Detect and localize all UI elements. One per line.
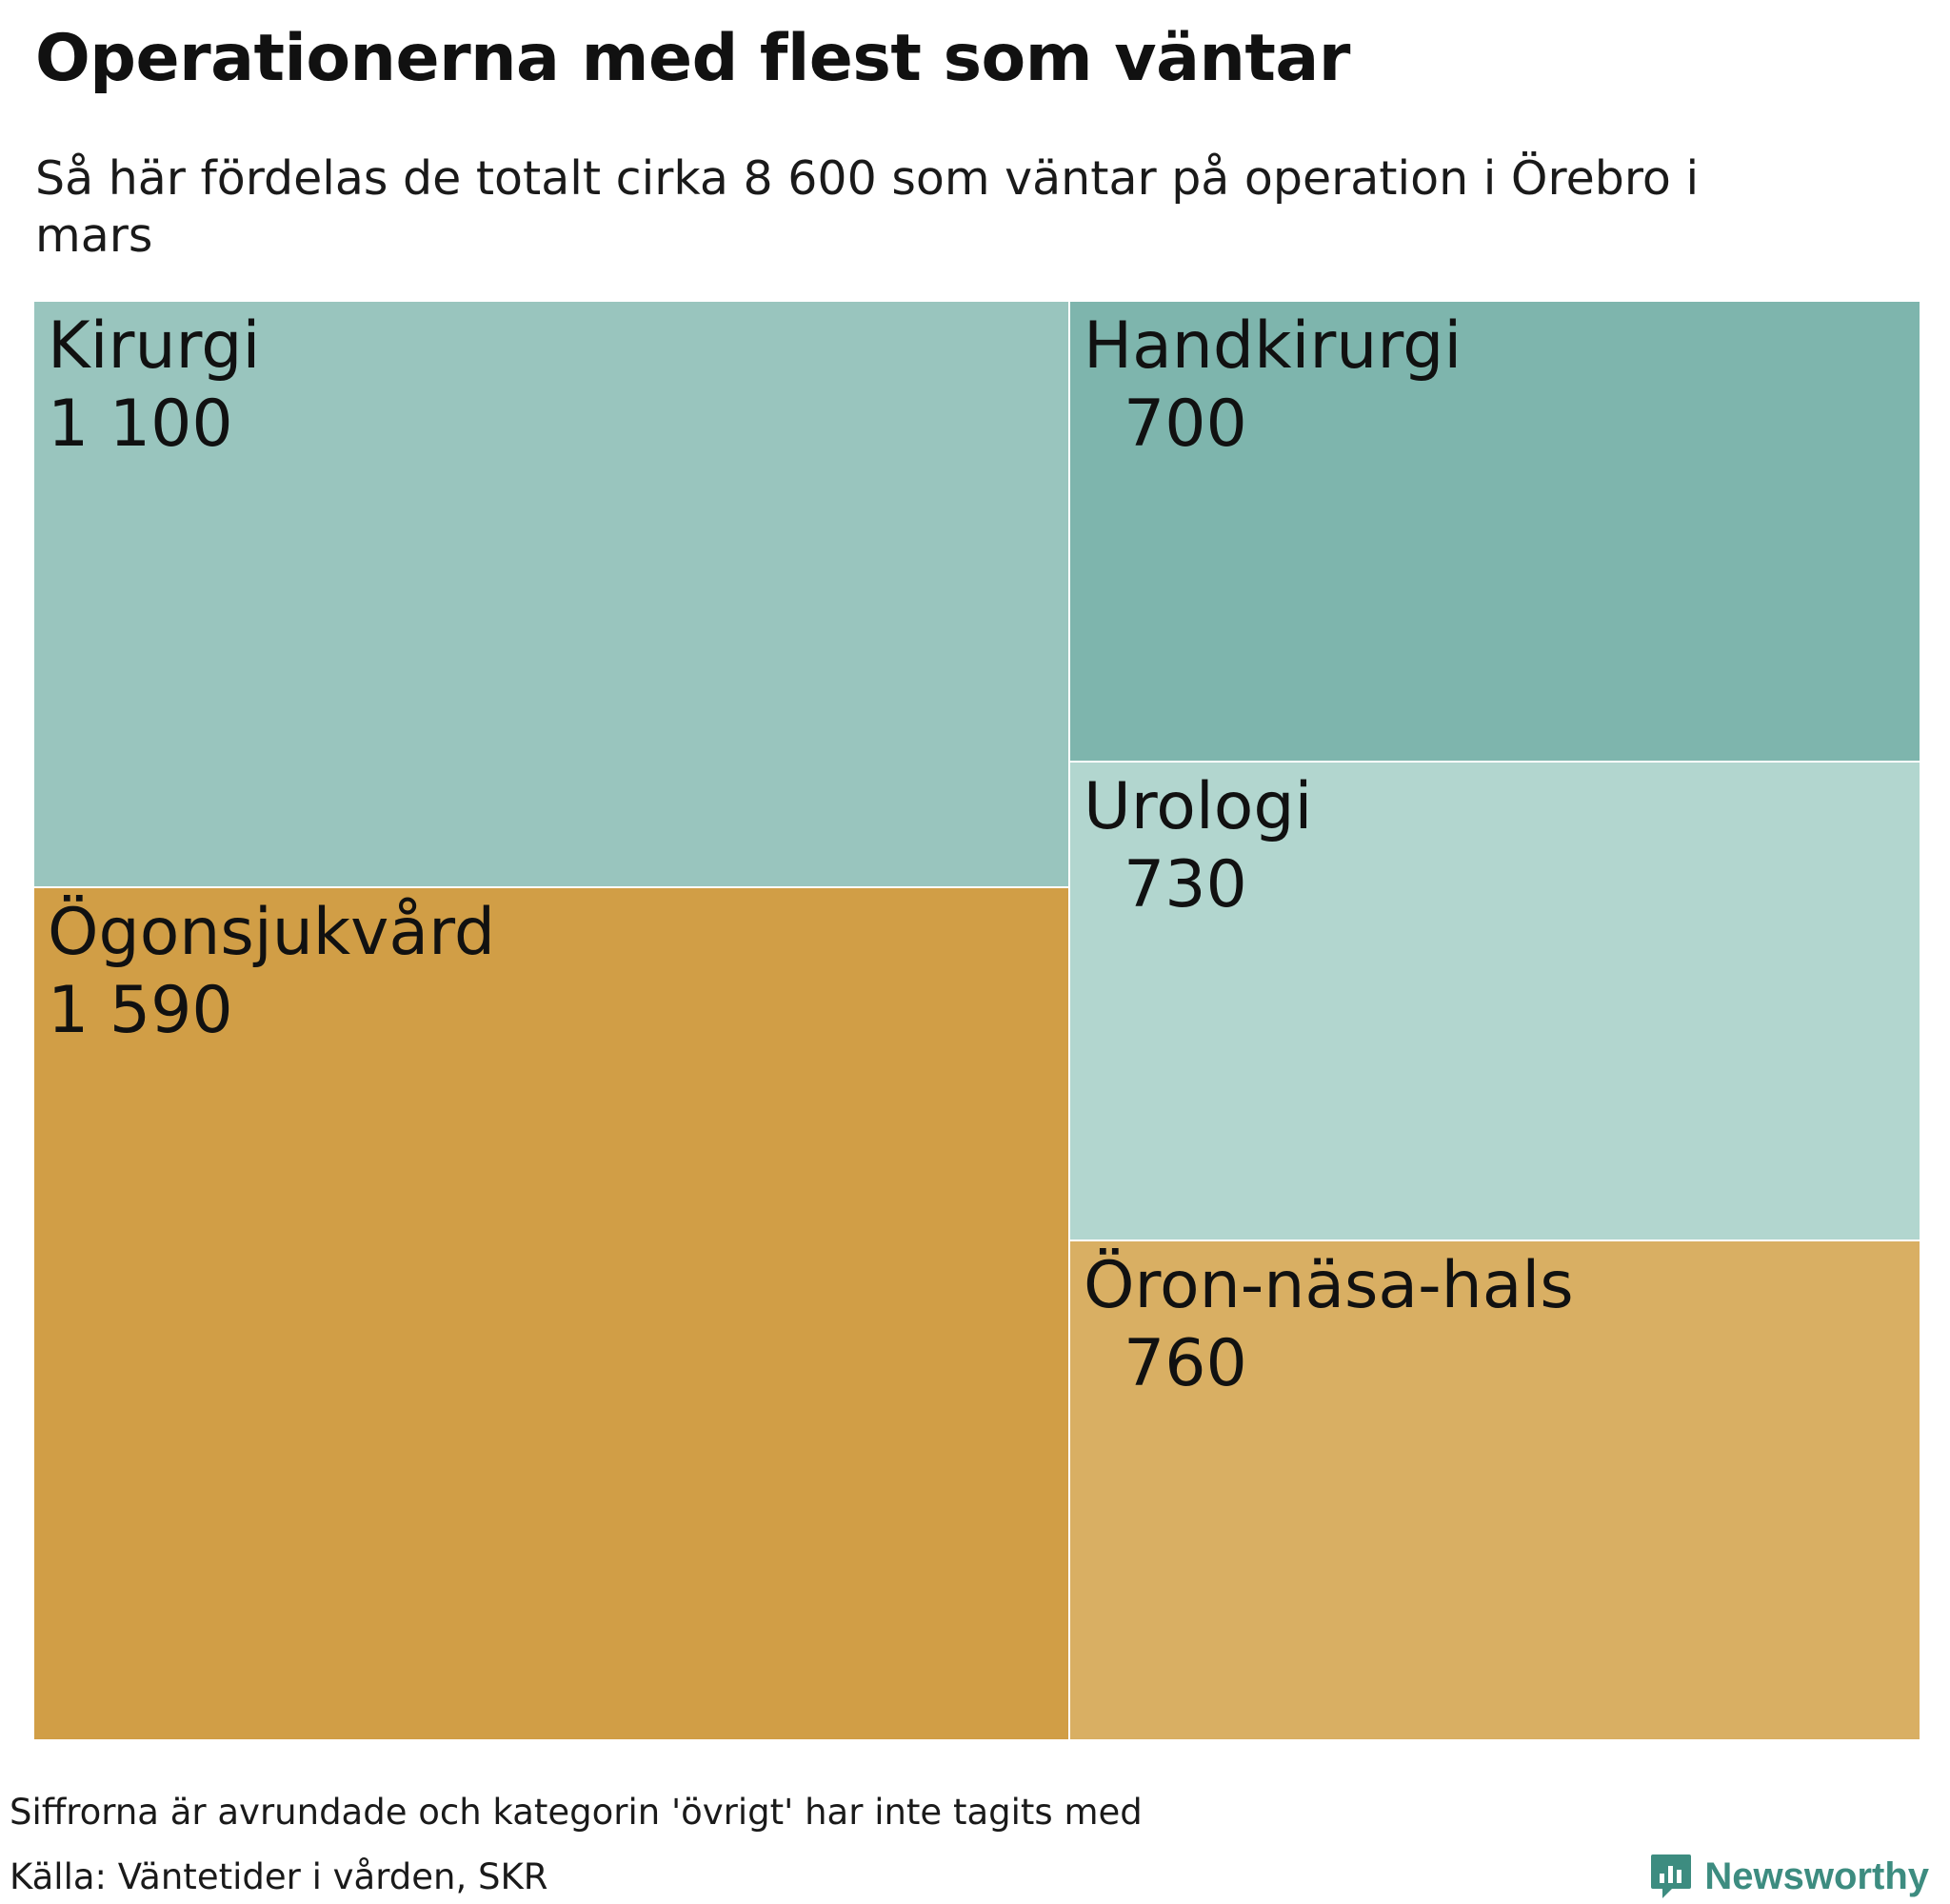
treemap-chart: Kirurgi 1 100 Ögonsjukvård 1 590 Handkir… xyxy=(33,301,1920,1740)
chart-title: Operationerna med flest som väntar xyxy=(35,21,1350,96)
tile-value-urologi: 730 xyxy=(1124,847,1247,922)
tile-value-handkirurgi: 700 xyxy=(1124,387,1247,462)
tile-value-kirurgi: 1 100 xyxy=(48,387,233,462)
tile-label-oron-nasa-hals: Öron-näsa-hals xyxy=(1084,1248,1574,1323)
footnote: Siffrorna är avrundade och kategorin 'öv… xyxy=(10,1792,1143,1833)
brand-name: Newsworthy xyxy=(1704,1854,1929,1897)
chart-subtitle: Så här fördelas de totalt cirka 8 600 so… xyxy=(35,151,1700,263)
tile-kirurgi: Kirurgi 1 100 xyxy=(33,301,1069,887)
tile-ogonsjukvard: Ögonsjukvård 1 590 xyxy=(33,887,1069,1740)
tile-label-handkirurgi: Handkirurgi xyxy=(1084,308,1462,384)
tile-handkirurgi: Handkirurgi 700 xyxy=(1069,301,1920,762)
tile-label-urologi: Urologi xyxy=(1084,769,1313,844)
newsworthy-logo-icon xyxy=(1651,1854,1692,1898)
tile-value-oron-nasa-hals: 760 xyxy=(1124,1326,1247,1401)
tile-label-kirurgi: Kirurgi xyxy=(48,308,261,384)
tile-oron-nasa-hals: Öron-näsa-hals 760 xyxy=(1069,1240,1920,1740)
tile-urologi: Urologi 730 xyxy=(1069,762,1920,1240)
tile-value-ogonsjukvard: 1 590 xyxy=(48,973,233,1048)
brand-logo: Newsworthy xyxy=(1649,1853,1929,1900)
source-line: Källa: Väntetider i vården, SKR xyxy=(10,1856,548,1897)
tile-label-ogonsjukvard: Ögonsjukvård xyxy=(48,895,496,970)
